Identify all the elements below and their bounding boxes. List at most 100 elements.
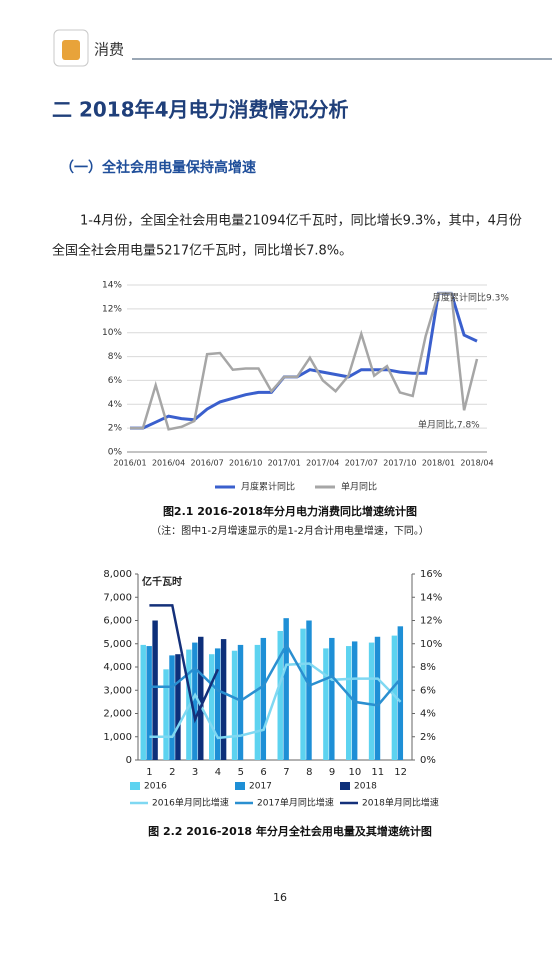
y-tick-label: 6% bbox=[108, 376, 123, 386]
x-tick-label: 9 bbox=[329, 767, 335, 778]
header-icon-glyph bbox=[62, 40, 80, 60]
x-tick-label: 2 bbox=[169, 767, 175, 778]
series-line bbox=[149, 604, 220, 724]
y-tick-label: 8% bbox=[108, 352, 123, 362]
paragraph-line: 1-4月份，全国全社会用电量21094亿千瓦时，同比增长9.3%，其中，4月份 bbox=[80, 213, 522, 229]
legend-swatch bbox=[130, 782, 140, 790]
x-tick-label: 1 bbox=[146, 767, 152, 778]
x-tick-label: 3 bbox=[192, 767, 198, 778]
x-tick-label: 10 bbox=[349, 767, 362, 778]
series-line bbox=[149, 642, 402, 707]
legend-label: 2018单月同比增速 bbox=[362, 797, 439, 809]
bar bbox=[277, 630, 283, 760]
x-tick-label: 2017/01 bbox=[268, 459, 301, 468]
bar bbox=[140, 644, 146, 760]
bar bbox=[214, 648, 221, 760]
y-tick-label: 0 bbox=[126, 755, 132, 766]
x-tick-label: 5 bbox=[238, 767, 244, 778]
y-tick-label: 3,000 bbox=[103, 685, 132, 696]
x-tick-label: 12 bbox=[394, 767, 407, 778]
bar bbox=[146, 646, 152, 760]
section-title: 二 2018年4月电力消费情况分析 bbox=[52, 98, 349, 122]
legend-label: 月度累计同比 bbox=[241, 481, 295, 493]
bar bbox=[231, 650, 238, 760]
y-tick-label: 1,000 bbox=[103, 732, 132, 743]
figure-caption: 图 2.2 2016-2018 年分月全社会用电量及其增速统计图 bbox=[148, 824, 432, 838]
subsection-title: （一）全社会用电量保持高增速 bbox=[60, 159, 256, 176]
x-tick-label: 11 bbox=[371, 767, 384, 778]
bar bbox=[254, 644, 261, 760]
x-tick-label: 8 bbox=[306, 767, 312, 778]
bar bbox=[300, 628, 306, 760]
legend-swatch bbox=[340, 782, 350, 790]
bar bbox=[323, 648, 329, 760]
bar bbox=[192, 642, 198, 760]
figure-caption: 图2.1 2016-2018年分月电力消费同比增速统计图 bbox=[163, 504, 417, 518]
bar bbox=[220, 639, 227, 760]
bar bbox=[391, 635, 398, 760]
bar bbox=[237, 644, 244, 760]
figure-note: （注：图中1-2月增速显示的是1-2月合计用电量增速，下同。） bbox=[151, 524, 429, 537]
legend-swatch bbox=[235, 782, 245, 790]
y2-tick-label: 8% bbox=[420, 662, 436, 673]
y2-tick-label: 4% bbox=[420, 709, 436, 720]
legend-label: 2016单月同比增速 bbox=[152, 797, 229, 809]
y2-tick-label: 12% bbox=[420, 616, 442, 627]
legend-label: 单月同比 bbox=[341, 481, 377, 493]
x-tick-label: 2016/04 bbox=[152, 459, 185, 468]
y-tick-label: 8,000 bbox=[103, 569, 132, 580]
x-tick-label: 2018/01 bbox=[422, 459, 455, 468]
y2-tick-label: 0% bbox=[420, 755, 436, 766]
x-tick-label: 2016/01 bbox=[113, 459, 146, 468]
x-tick-label: 2017/10 bbox=[383, 459, 416, 468]
bar bbox=[163, 669, 169, 760]
y2-tick-label: 14% bbox=[420, 592, 442, 603]
x-tick-label: 2017/04 bbox=[306, 459, 339, 468]
y-tick-label: 4,000 bbox=[103, 662, 132, 673]
y-tick-label: 7,000 bbox=[103, 592, 132, 603]
legend-label: 2018 bbox=[354, 782, 377, 792]
annotation: 月度累计同比9.3% bbox=[432, 292, 509, 304]
bar bbox=[329, 637, 335, 760]
y2-tick-label: 2% bbox=[420, 732, 436, 743]
bar bbox=[152, 620, 158, 760]
page-number: 16 bbox=[273, 891, 287, 904]
header-title: 消费 bbox=[94, 41, 124, 59]
y-tick-label: 2,000 bbox=[103, 709, 132, 720]
bar bbox=[260, 637, 267, 760]
y-tick-label: 4% bbox=[108, 400, 123, 410]
legend-label: 2017单月同比增速 bbox=[257, 797, 334, 809]
annotation: 单月同比,7.8% bbox=[418, 419, 480, 431]
y-tick-label: 14% bbox=[102, 281, 122, 291]
paragraph-line: 全国全社会用电量5217亿千瓦时，同比增长7.8%。 bbox=[52, 243, 352, 259]
legend-label: 2017 bbox=[249, 782, 272, 792]
bar bbox=[198, 636, 204, 760]
bar bbox=[397, 626, 404, 760]
unit-label: 亿千瓦时 bbox=[142, 575, 182, 588]
bar bbox=[346, 646, 352, 760]
bar bbox=[169, 655, 175, 760]
x-tick-label: 7 bbox=[283, 767, 289, 778]
bar bbox=[209, 654, 215, 760]
y-tick-label: 0% bbox=[108, 448, 123, 458]
y-tick-label: 6,000 bbox=[103, 616, 132, 627]
bar bbox=[368, 642, 375, 760]
bar bbox=[306, 620, 312, 760]
y-tick-label: 12% bbox=[102, 304, 122, 314]
bar bbox=[374, 636, 381, 760]
series-line bbox=[130, 291, 478, 430]
y2-tick-label: 6% bbox=[420, 685, 436, 696]
y-tick-label: 2% bbox=[108, 424, 123, 434]
x-tick-label: 6 bbox=[260, 767, 266, 778]
y-tick-label: 10% bbox=[102, 328, 122, 338]
bar bbox=[175, 654, 181, 760]
y-tick-label: 5,000 bbox=[103, 639, 132, 650]
y2-tick-label: 10% bbox=[420, 639, 442, 650]
y2-tick-label: 16% bbox=[420, 569, 442, 580]
bar bbox=[283, 618, 289, 760]
x-tick-label: 2016/10 bbox=[229, 459, 262, 468]
x-tick-label: 2017/07 bbox=[345, 459, 378, 468]
x-tick-label: 2016/07 bbox=[190, 459, 223, 468]
